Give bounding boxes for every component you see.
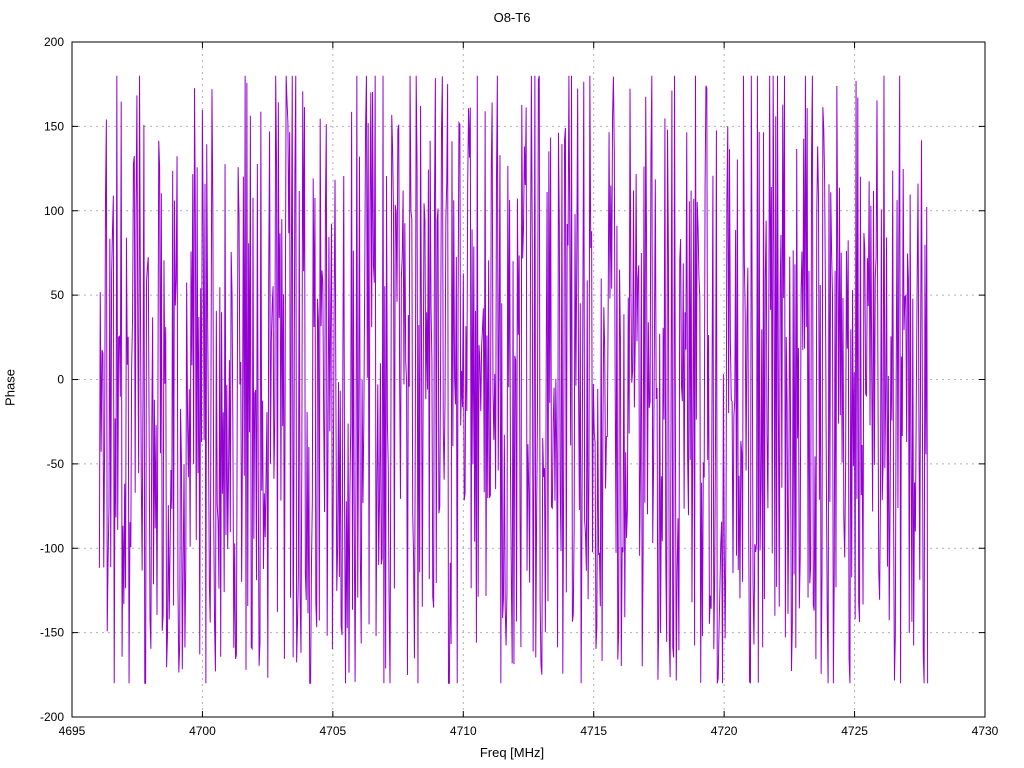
x-axis-label: Freq [MHz] bbox=[479, 745, 545, 760]
y-tick-label: -150 bbox=[40, 626, 64, 640]
x-tick-label: 4710 bbox=[450, 724, 477, 738]
y-tick-label: 100 bbox=[44, 204, 64, 218]
y-tick-label: 150 bbox=[44, 119, 64, 133]
tick-labels: 4695 4700 4705 4710 4715 4720 4725 4730 -200 -150… bbox=[40, 35, 999, 738]
x-tick-label: 4700 bbox=[189, 724, 216, 738]
x-tick-label: 4725 bbox=[841, 724, 868, 738]
y-tick-label: 200 bbox=[44, 35, 64, 49]
y-tick-label: 50 bbox=[51, 288, 65, 302]
chart-title: O8-T6 bbox=[493, 10, 531, 25]
x-tick-label: 4720 bbox=[711, 724, 738, 738]
x-tick-label: 4705 bbox=[320, 724, 347, 738]
y-tick-label: -50 bbox=[47, 457, 65, 471]
tick-marks bbox=[71, 41, 986, 718]
y-tick-label: -200 bbox=[40, 710, 64, 724]
x-tick-label: 4730 bbox=[972, 724, 999, 738]
y-tick-label: -100 bbox=[40, 541, 64, 555]
x-tick-label: 4695 bbox=[59, 724, 86, 738]
phase-series-line bbox=[98, 75, 929, 684]
y-tick-label: 0 bbox=[57, 373, 64, 387]
x-tick-label: 4715 bbox=[580, 724, 607, 738]
y-axis-label: Phase bbox=[2, 369, 18, 406]
